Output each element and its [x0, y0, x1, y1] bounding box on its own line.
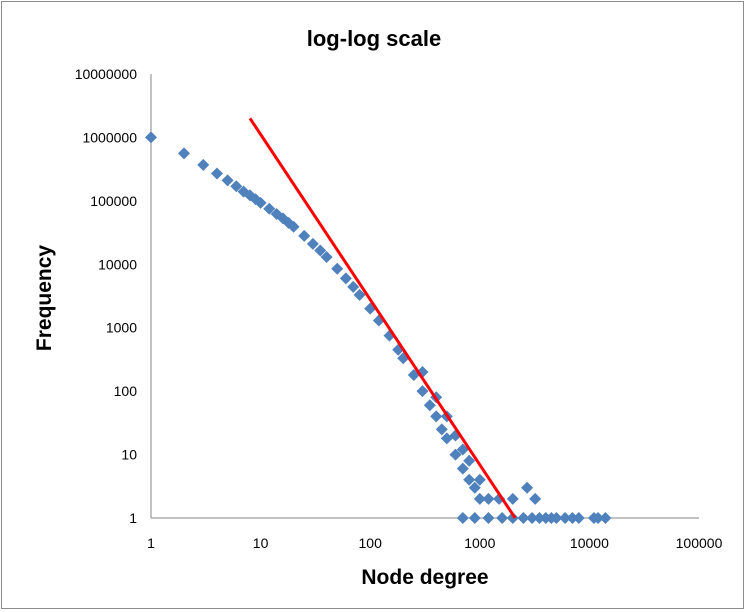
x-tick-labels: 1 10 100 1000 10000 100000: [147, 535, 722, 551]
data-point: [416, 385, 429, 398]
data-point: [496, 512, 509, 524]
y-tick-label: 10000000: [75, 66, 138, 82]
trendline-group: [248, 117, 517, 519]
x-tick-label: 1000: [464, 535, 495, 551]
data-point: [306, 237, 319, 250]
data-point: [473, 473, 486, 486]
data-point: [482, 492, 495, 505]
data-point: [572, 512, 585, 524]
scatter-points: [145, 131, 612, 524]
data-point: [320, 251, 333, 264]
data-point: [550, 512, 563, 524]
data-point: [435, 423, 448, 436]
data-point: [592, 512, 605, 524]
data-point: [526, 512, 539, 524]
data-point: [456, 512, 469, 524]
y-tick-label: 1000: [106, 320, 137, 336]
data-point: [456, 443, 469, 456]
y-tick-label: 1: [129, 510, 137, 526]
data-point: [599, 512, 612, 524]
data-point: [423, 399, 436, 412]
data-point: [230, 180, 243, 193]
data-point: [517, 512, 530, 524]
data-point: [566, 512, 579, 524]
data-point: [521, 481, 534, 494]
data-point: [473, 492, 486, 505]
y-tick-label: 10: [121, 447, 137, 463]
chart-title: log-log scale: [307, 26, 441, 51]
data-point: [468, 512, 481, 524]
data-point: [254, 196, 267, 209]
data-point: [314, 244, 327, 257]
y-tick-label: 1000000: [82, 129, 137, 145]
x-tick-label: 10: [253, 535, 269, 551]
data-point: [331, 262, 344, 275]
data-point: [210, 167, 223, 180]
data-point: [287, 220, 300, 233]
trendline: [248, 117, 517, 519]
data-point: [353, 288, 366, 301]
data-point: [506, 512, 519, 524]
data-point: [298, 229, 311, 242]
data-point: [347, 280, 360, 293]
data-point: [177, 147, 190, 160]
data-point: [463, 454, 476, 467]
data-point: [339, 272, 352, 285]
x-tick-label: 1: [147, 535, 155, 551]
y-tick-label: 100000: [90, 193, 137, 209]
x-axis-title: Node degree: [361, 566, 488, 589]
data-point: [221, 174, 234, 187]
x-tick-label: 100: [359, 535, 383, 551]
data-point: [468, 481, 481, 494]
y-axis-title: Frequency: [33, 245, 56, 352]
y-tick-label: 10000: [98, 256, 137, 272]
data-point: [430, 410, 443, 423]
data-point: [456, 462, 469, 475]
data-point: [463, 473, 476, 486]
data-point: [263, 202, 276, 215]
data-point: [482, 512, 495, 524]
x-tick-label: 100000: [676, 535, 723, 551]
data-point: [533, 512, 546, 524]
data-point: [449, 448, 462, 461]
y-tick-label: 100: [114, 383, 138, 399]
data-point: [529, 492, 542, 505]
data-point: [145, 131, 157, 144]
data-point: [249, 193, 262, 206]
y-tick-labels: 1 10 100 1000 10000 100000 1000000 10000000: [75, 66, 138, 526]
data-point: [197, 158, 210, 171]
x-tick-label: 10000: [570, 535, 609, 551]
data-point: [559, 512, 572, 524]
data-point: [506, 492, 519, 505]
